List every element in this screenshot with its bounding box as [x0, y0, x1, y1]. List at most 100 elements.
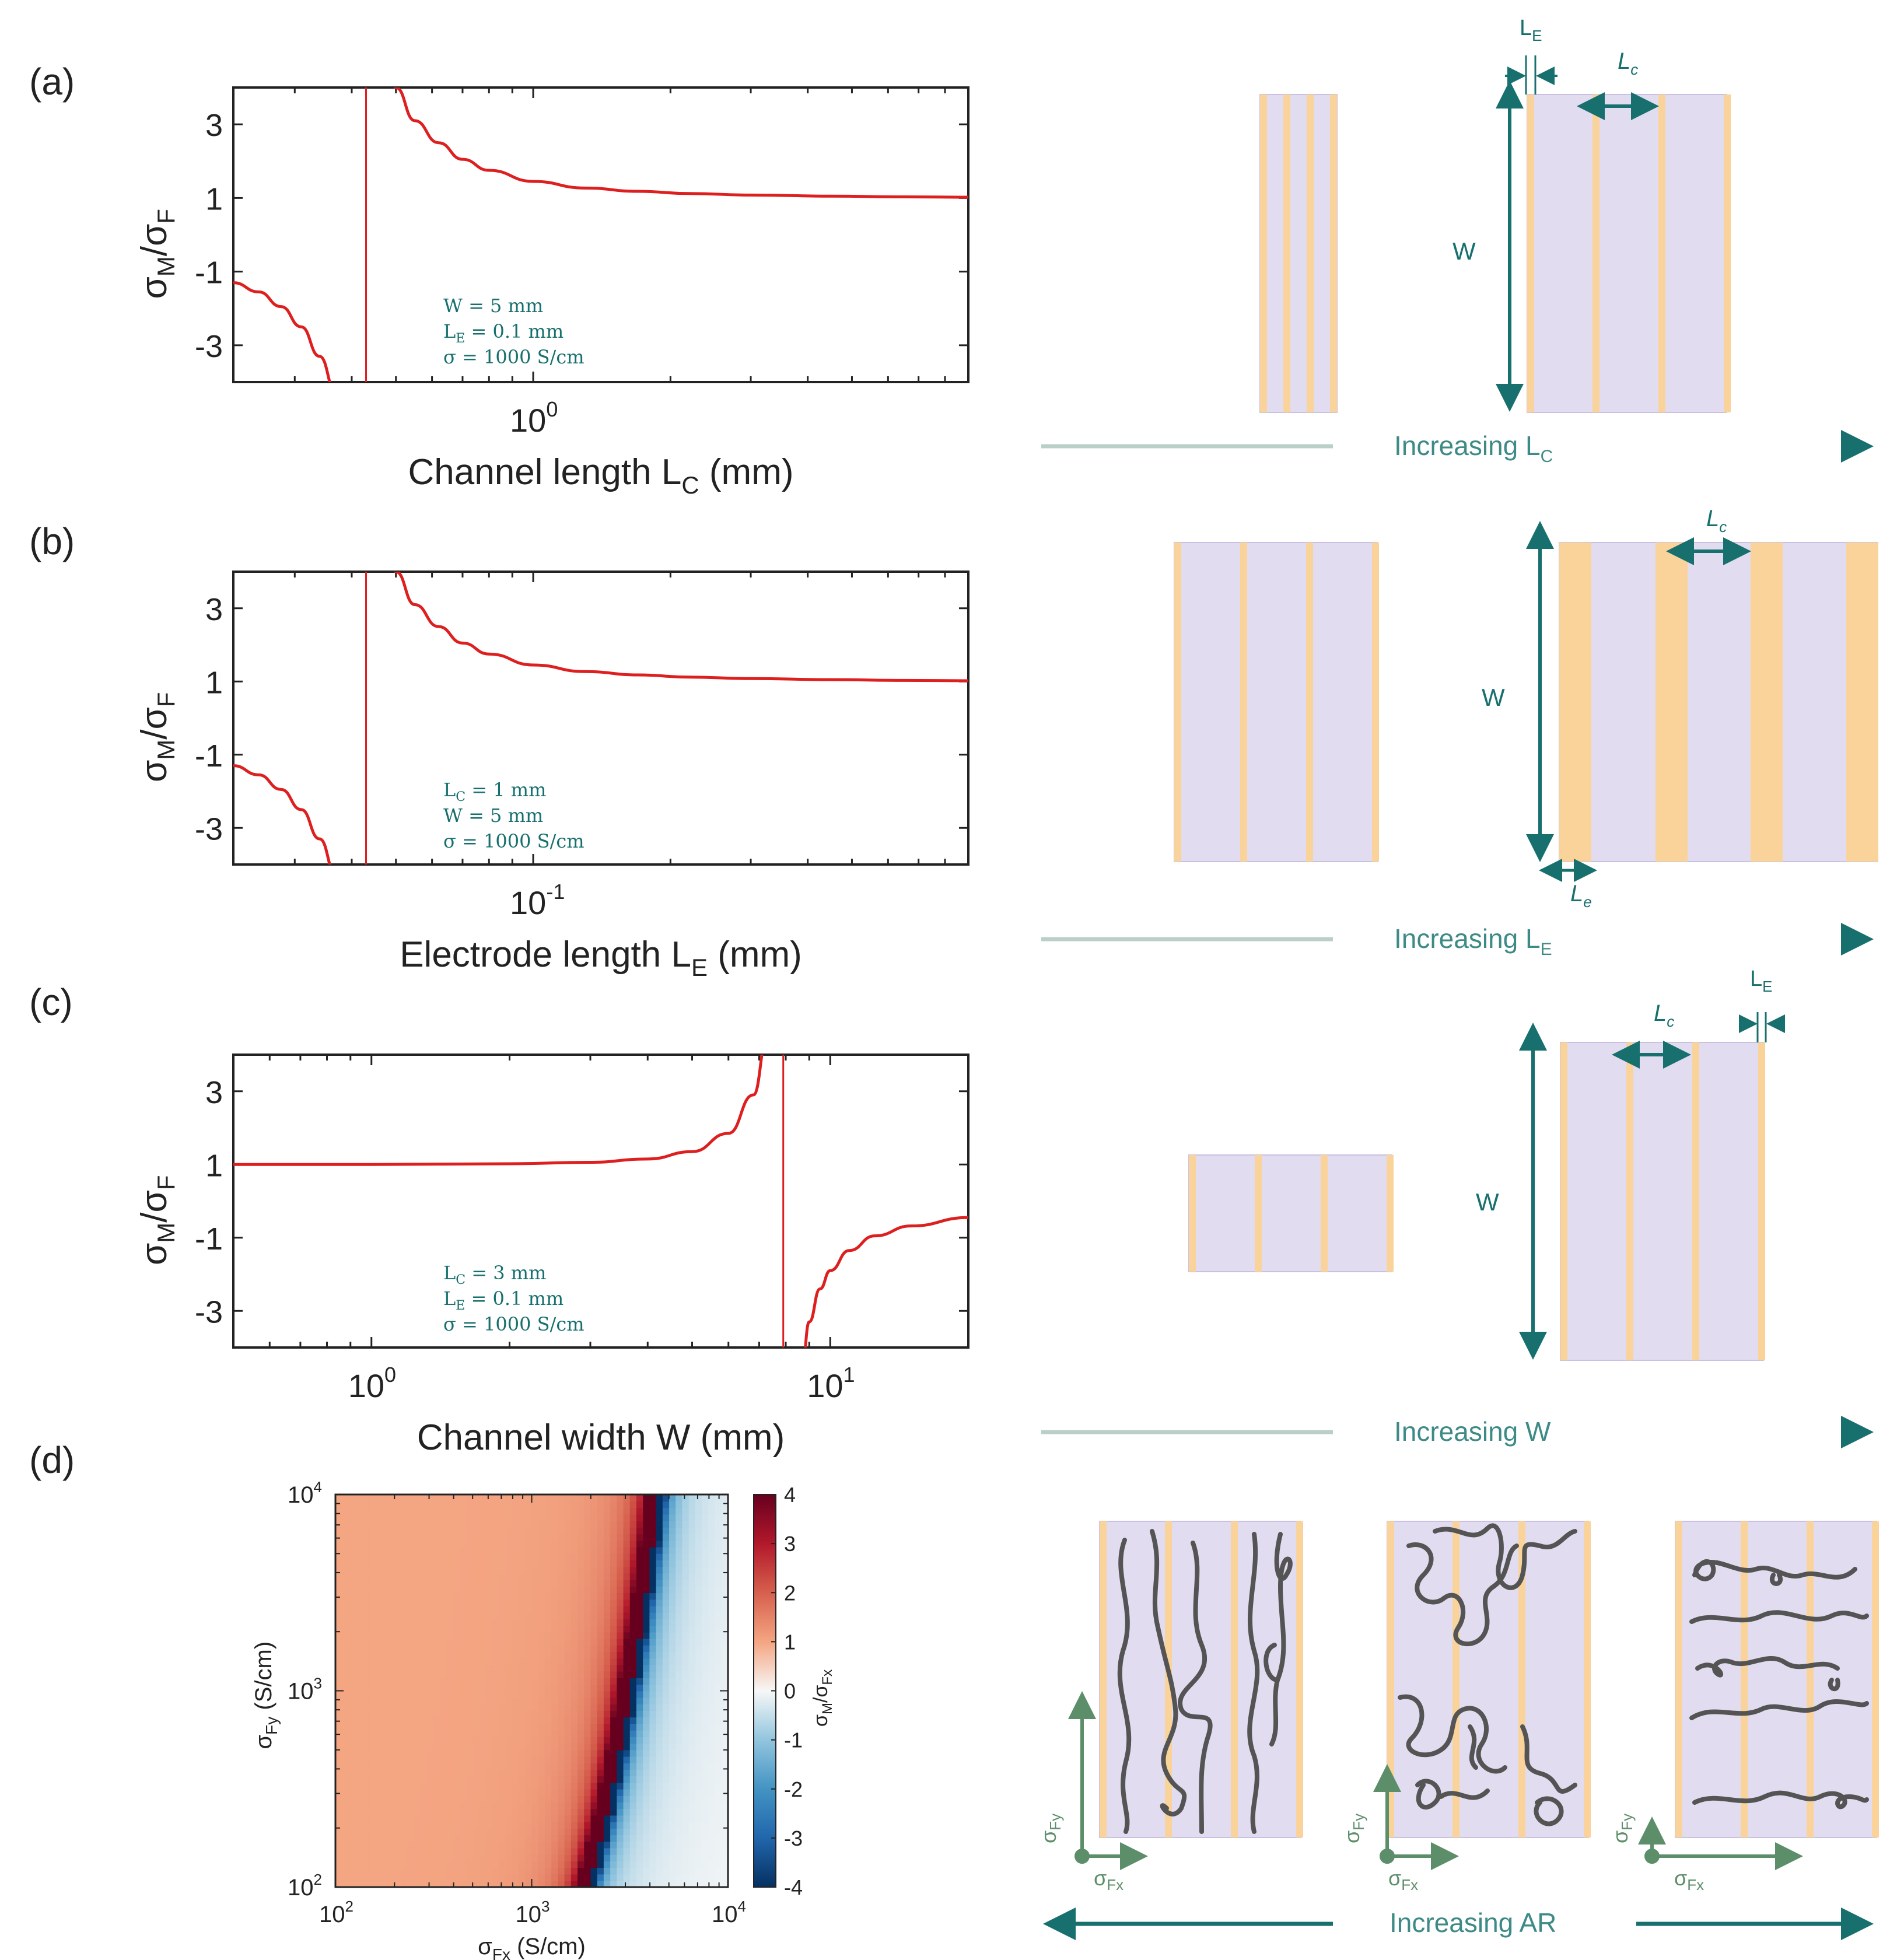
heatmap-cell	[617, 1821, 624, 1829]
heatmap-cell	[355, 1560, 362, 1567]
heatmap-cell	[695, 1821, 702, 1829]
heatmap-cell	[695, 1756, 702, 1763]
heatmap-cell	[636, 1730, 643, 1737]
heatmap-cell	[669, 1815, 677, 1822]
heatmap-cell	[348, 1861, 356, 1868]
heatmap-cell	[682, 1802, 690, 1810]
heatmap-cell	[387, 1644, 395, 1652]
heatmap-cell	[381, 1710, 388, 1718]
heatmap-cell	[335, 1743, 343, 1751]
heatmap-cell	[564, 1737, 572, 1744]
heatmap-cell	[597, 1534, 604, 1541]
heatmap-cell	[688, 1579, 696, 1587]
heatmap-cell	[682, 1788, 690, 1796]
heatmap-cell	[505, 1710, 513, 1718]
heatmap-cell	[682, 1828, 690, 1836]
heatmap-cell	[623, 1612, 631, 1619]
heatmap-cell	[688, 1566, 696, 1574]
heatmap-cell	[669, 1507, 677, 1515]
heatmap-cell	[420, 1795, 428, 1803]
heatmap-cell	[564, 1592, 572, 1600]
heatmap-cell	[485, 1592, 493, 1600]
heatmap-cell	[584, 1769, 592, 1777]
heatmap-cell	[702, 1678, 709, 1685]
heatmap-cell	[649, 1553, 657, 1560]
heatmap-cell	[427, 1828, 435, 1836]
heatmap-cell	[381, 1880, 388, 1888]
heatmap-cell	[374, 1723, 382, 1731]
heatmap-cell	[499, 1788, 506, 1796]
heatmap-cell	[584, 1828, 592, 1836]
heatmap-cell	[649, 1769, 657, 1777]
heatmap-cell	[505, 1874, 513, 1881]
heatmap-cell	[348, 1494, 356, 1502]
heatmap-cell	[473, 1566, 480, 1574]
heatmap-cell	[387, 1776, 395, 1783]
heatmap-cell	[570, 1697, 578, 1704]
heatmap-cell	[617, 1566, 624, 1574]
heatmap-cell	[584, 1678, 592, 1685]
heatmap-cell	[715, 1854, 722, 1861]
heatmap-cell	[590, 1880, 598, 1888]
heatmap-cell	[414, 1678, 421, 1685]
heatmap-cell	[394, 1874, 401, 1881]
heatmap-cell	[669, 1788, 677, 1796]
heatmap-cell	[460, 1874, 467, 1881]
heatmap-cell	[466, 1599, 474, 1606]
heatmap-cell	[662, 1717, 670, 1724]
x-tick-label: 101	[807, 1363, 855, 1404]
heatmap-cell	[682, 1730, 690, 1737]
heatmap-cell	[676, 1632, 683, 1639]
heatmap-cell	[688, 1861, 696, 1868]
heatmap-cell	[519, 1730, 526, 1737]
heatmap-cell	[433, 1560, 441, 1567]
heatmap-cell	[512, 1776, 519, 1783]
heatmap-cell	[440, 1854, 447, 1861]
heatmap-cell	[453, 1625, 460, 1633]
heatmap-cell	[394, 1658, 401, 1665]
heatmap-cell	[427, 1520, 435, 1528]
heatmap-cell	[525, 1776, 533, 1783]
heatmap-cell	[656, 1664, 663, 1672]
heatmap-cell	[479, 1867, 487, 1875]
heatmap-cell	[401, 1573, 408, 1580]
heatmap-cell	[355, 1494, 362, 1502]
heatmap-cell	[401, 1769, 408, 1777]
heatmap-cell	[564, 1703, 572, 1711]
heatmap-cell	[643, 1854, 650, 1861]
heatmap-cell	[603, 1776, 611, 1783]
heatmap-cell	[643, 1632, 650, 1639]
heatmap-cell	[361, 1644, 369, 1652]
heatmap-cell	[597, 1880, 604, 1888]
heatmap-cell	[702, 1540, 709, 1548]
heatmap-cell	[597, 1599, 604, 1606]
heatmap-cell	[401, 1658, 408, 1665]
heatmap-cell	[636, 1690, 643, 1698]
heatmap-cell	[394, 1520, 401, 1528]
heatmap-cell	[342, 1880, 349, 1888]
heatmap-cell	[420, 1880, 428, 1888]
heatmap-cell	[578, 1619, 585, 1626]
heatmap-cell	[617, 1867, 624, 1875]
heatmap-cell	[427, 1841, 435, 1849]
heatmap-cell	[479, 1854, 487, 1861]
heatmap-cell	[715, 1847, 722, 1855]
heatmap-cell	[623, 1821, 631, 1829]
heatmap-cell	[676, 1808, 683, 1816]
heatmap-cell	[440, 1625, 447, 1633]
heatmap-cell	[643, 1501, 650, 1508]
heatmap-cell	[485, 1710, 493, 1718]
heatmap-cell	[538, 1723, 545, 1731]
heatmap-cell	[682, 1527, 690, 1535]
heatmap-cell	[649, 1527, 657, 1535]
heatmap-cell	[348, 1658, 356, 1665]
heatmap-cell	[440, 1540, 447, 1548]
heatmap-cell	[643, 1756, 650, 1763]
heatmap-cell	[590, 1847, 598, 1855]
heatmap-cell	[433, 1527, 441, 1535]
heatmap-cell	[662, 1776, 670, 1783]
heatmap-cell	[551, 1880, 559, 1888]
heatmap-cell	[414, 1828, 421, 1836]
heatmap-cell	[695, 1678, 702, 1685]
heatmap-cell	[394, 1534, 401, 1541]
